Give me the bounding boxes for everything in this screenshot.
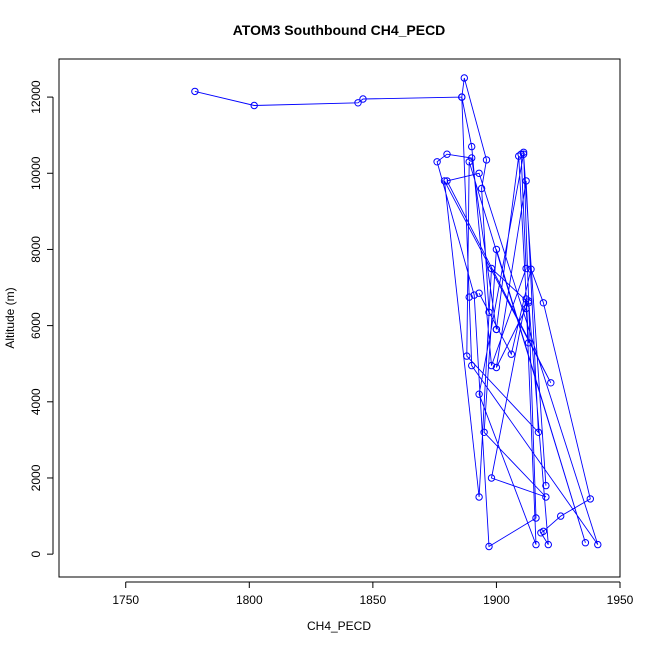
data-point [485, 308, 493, 316]
y-tick-label: 10000 [29, 156, 43, 190]
data-point [581, 539, 590, 547]
data-point [537, 529, 545, 537]
data-point [492, 325, 501, 334]
y-axis: 0 2000 4000 6000 8000 10000 12000 [29, 80, 54, 557]
x-axis: 1750 1800 1850 1900 1950 [112, 581, 634, 607]
data-point [594, 540, 602, 549]
data-point [475, 169, 483, 178]
data-point [463, 352, 471, 360]
data-point [468, 142, 476, 151]
x-tick-label: 1900 [483, 593, 510, 607]
data-point [524, 299, 533, 307]
data-point [470, 291, 478, 299]
data-point [522, 177, 530, 185]
data-point [517, 150, 525, 158]
data-point [440, 177, 449, 185]
data-point [250, 101, 258, 110]
data-point [433, 158, 441, 166]
data-point [465, 158, 473, 166]
y-tick-label: 4000 [29, 388, 43, 415]
data-point [443, 150, 451, 158]
plot-area [58, 58, 621, 578]
chart-title: ATOM3 Southbound CH4_PECD [233, 22, 446, 38]
data-point [487, 474, 496, 482]
data-point [522, 295, 530, 303]
x-axis-label: CH4_PECD [307, 619, 371, 633]
data-point [519, 150, 528, 158]
y-tick-label: 6000 [29, 312, 43, 339]
data-point [468, 361, 476, 370]
data-point [515, 152, 523, 160]
data-point [547, 379, 555, 387]
data-point [460, 74, 468, 82]
data-point [542, 481, 550, 490]
data-point [532, 540, 540, 549]
data-point [477, 184, 486, 193]
data-point [586, 495, 594, 503]
x-tick-label: 1750 [112, 593, 139, 607]
data-point [482, 156, 491, 164]
data-point [359, 95, 367, 103]
data-point [475, 289, 483, 297]
data-point [544, 540, 552, 549]
data-point [507, 350, 515, 358]
y-tick-label: 2000 [29, 464, 43, 491]
x-tick-label: 1850 [360, 593, 387, 607]
data-point [539, 299, 548, 307]
series-line [194, 77, 599, 548]
x-tick-label: 1800 [236, 593, 263, 607]
data-point [487, 361, 496, 370]
data-point [542, 493, 550, 501]
data-point [522, 264, 530, 273]
data-point [492, 245, 501, 254]
data-point [458, 93, 466, 101]
data-point [532, 514, 540, 522]
data-point [534, 428, 543, 436]
y-axis-label: Altitude (m) [3, 287, 17, 348]
plot-frame [58, 58, 621, 578]
data-point [485, 542, 493, 551]
y-tick-label: 8000 [29, 236, 43, 263]
data-point [465, 293, 473, 301]
series-group [191, 74, 602, 551]
data-point [527, 265, 535, 273]
y-tick-label: 12000 [29, 80, 43, 114]
data-point [480, 428, 488, 436]
data-point [468, 154, 476, 162]
data-point [443, 177, 451, 185]
data-point [524, 339, 533, 347]
data-point [354, 99, 362, 107]
data-point [191, 87, 199, 96]
x-tick-label: 1950 [607, 593, 634, 607]
data-point [487, 264, 496, 273]
data-point [475, 390, 483, 398]
data-point [492, 363, 501, 372]
y-tick-label: 0 [29, 550, 43, 557]
data-point [475, 493, 483, 501]
data-point [557, 512, 565, 520]
